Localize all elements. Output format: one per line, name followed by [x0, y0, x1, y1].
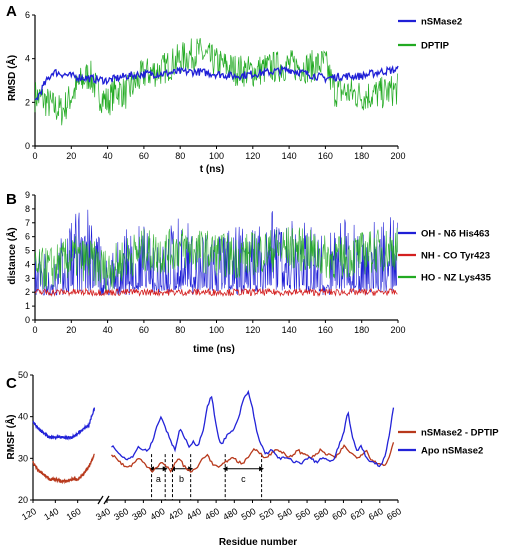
y-tick-label: 0: [25, 315, 30, 325]
x-tick-label: 160: [318, 325, 333, 335]
x-tick-label: 200: [390, 151, 405, 161]
x-tick-label: 100: [209, 151, 224, 161]
y-tick-label: 2: [25, 97, 30, 107]
panel-a-xlabel: t (ns): [200, 164, 224, 175]
x-tick-label: 100: [209, 325, 224, 335]
y-tick-label: 8: [25, 204, 30, 214]
x-tick-label: 20: [66, 151, 76, 161]
y-tick-label: 5: [25, 246, 30, 256]
series-line-apo-nsmase2-left: [32, 407, 96, 441]
x-tick-label: 420: [167, 506, 185, 522]
x-tick-label: 380: [130, 506, 148, 522]
x-tick-label: 0: [32, 325, 37, 335]
y-tick-label: 0: [25, 141, 30, 151]
panel-b-xlabel: time (ns): [193, 344, 235, 355]
annotation-label: b: [179, 474, 184, 484]
y-tick-label: 4: [25, 259, 30, 269]
y-tick-label: 30: [18, 453, 28, 463]
legend-label: HO - NZ Lys435: [421, 273, 492, 284]
y-tick-label: 7: [25, 218, 30, 228]
panel-b-ylabel: distance (Å): [5, 227, 18, 284]
legend-label: DPTIP: [421, 41, 450, 52]
x-tick-label: 580: [312, 506, 330, 522]
series-line-oh-nd-his463: [34, 209, 398, 296]
y-tick-label: 40: [18, 412, 28, 422]
legend-label: nSMase2: [421, 17, 462, 28]
panel-c-xlabel: Residue number: [219, 537, 297, 548]
legend-label: NH - CO Tyr423: [421, 251, 490, 262]
x-tick-label: 400: [149, 506, 167, 522]
panel-b-plot: 0 1 2 3 4 5 6 7 8 9 0 20 40 60 80 100 120 140 160 180 200: [25, 190, 406, 335]
x-tick-label: 440: [185, 506, 203, 522]
panel-letter-c: C: [6, 375, 17, 392]
x-tick-label: 480: [221, 506, 239, 522]
x-tick-label: 0: [32, 151, 37, 161]
panel-a-legend: nSMase2 DPTIP: [398, 17, 462, 52]
y-tick-label: 6: [25, 10, 30, 20]
panel-c-ylabel: RMSF (Å): [4, 415, 17, 460]
x-tick-label: 180: [354, 151, 369, 161]
x-tick-label: 660: [385, 506, 403, 522]
x-tick-label: 600: [330, 506, 348, 522]
x-tick-label: 520: [258, 506, 276, 522]
x-tick-label: 120: [245, 325, 260, 335]
series-line-ho-nz-lys435: [34, 227, 398, 294]
annotation-label: a: [156, 474, 161, 484]
y-tick-label: 20: [18, 495, 28, 505]
series-line-apo-nsmase2-right: [111, 389, 395, 468]
panel-letter-b: B: [6, 191, 17, 208]
panel-c-plot: 20 30 40 50 120 140 160 340 360 380 400 420 440 460 48…: [18, 370, 403, 522]
x-tick-label: 60: [139, 151, 149, 161]
panel-c: C RMSF (Å) Residue number 20 30 40 50 120 140…: [4, 370, 499, 548]
panel-letter-a: A: [6, 3, 17, 20]
x-tick-label: 180: [354, 325, 369, 335]
panel-a-ylabel: RMSD (Å): [5, 55, 18, 101]
annotation-label: c: [241, 474, 246, 484]
y-tick-label: 1: [25, 301, 30, 311]
x-tick-label: 200: [390, 325, 405, 335]
x-tick-label: 340: [94, 506, 112, 522]
series-line-nh-co-tyr423: [34, 287, 398, 297]
series-line-nsmase2-dptip-right: [111, 442, 395, 473]
series-line-dptip: [34, 38, 399, 126]
x-tick-label: 500: [239, 506, 257, 522]
x-tick-label: 160: [65, 506, 83, 522]
series-line-nsmase2: [34, 64, 399, 101]
x-tick-label: 40: [103, 325, 113, 335]
series-line-nsmase2-dptip-left: [32, 453, 95, 485]
y-tick-label: 2: [25, 287, 30, 297]
y-tick-label: 3: [25, 273, 30, 283]
x-tick-label: 140: [282, 151, 297, 161]
y-tick-label: 50: [18, 370, 28, 380]
x-tick-label: 540: [276, 506, 294, 522]
x-tick-label: 140: [42, 506, 60, 522]
legend-label: OH - Nδ His463: [421, 229, 490, 240]
axis-break-mark: [97, 495, 104, 505]
x-tick-label: 60: [139, 325, 149, 335]
x-tick-label: 160: [318, 151, 333, 161]
y-tick-label: 4: [25, 54, 30, 64]
legend-label: Apo nSMase2: [421, 446, 483, 457]
x-tick-label: 20: [66, 325, 76, 335]
x-tick-label: 620: [349, 506, 367, 522]
x-tick-label: 120: [245, 151, 260, 161]
panel-b-legend: OH - Nδ His463 NH - CO Tyr423 HO - NZ Lys4…: [398, 229, 492, 284]
panel-b: B distance (Å) time (ns) 0 1 2 3 4 5 6 7 8 9 0 20 40…: [5, 190, 492, 355]
x-tick-label: 640: [367, 506, 385, 522]
x-tick-label: 140: [282, 325, 297, 335]
x-tick-label: 40: [103, 151, 113, 161]
y-tick-label: 9: [25, 190, 30, 200]
x-tick-label: 460: [203, 506, 221, 522]
y-tick-label: 6: [25, 232, 30, 242]
legend-label: nSMase2 - DPTIP: [421, 428, 499, 439]
x-tick-label: 360: [112, 506, 130, 522]
x-tick-label: 80: [175, 325, 185, 335]
panel-c-legend: nSMase2 - DPTIP Apo nSMase2: [398, 428, 499, 457]
x-tick-label: 120: [20, 506, 38, 522]
x-tick-label: 80: [175, 151, 185, 161]
x-tick-label: 560: [294, 506, 312, 522]
